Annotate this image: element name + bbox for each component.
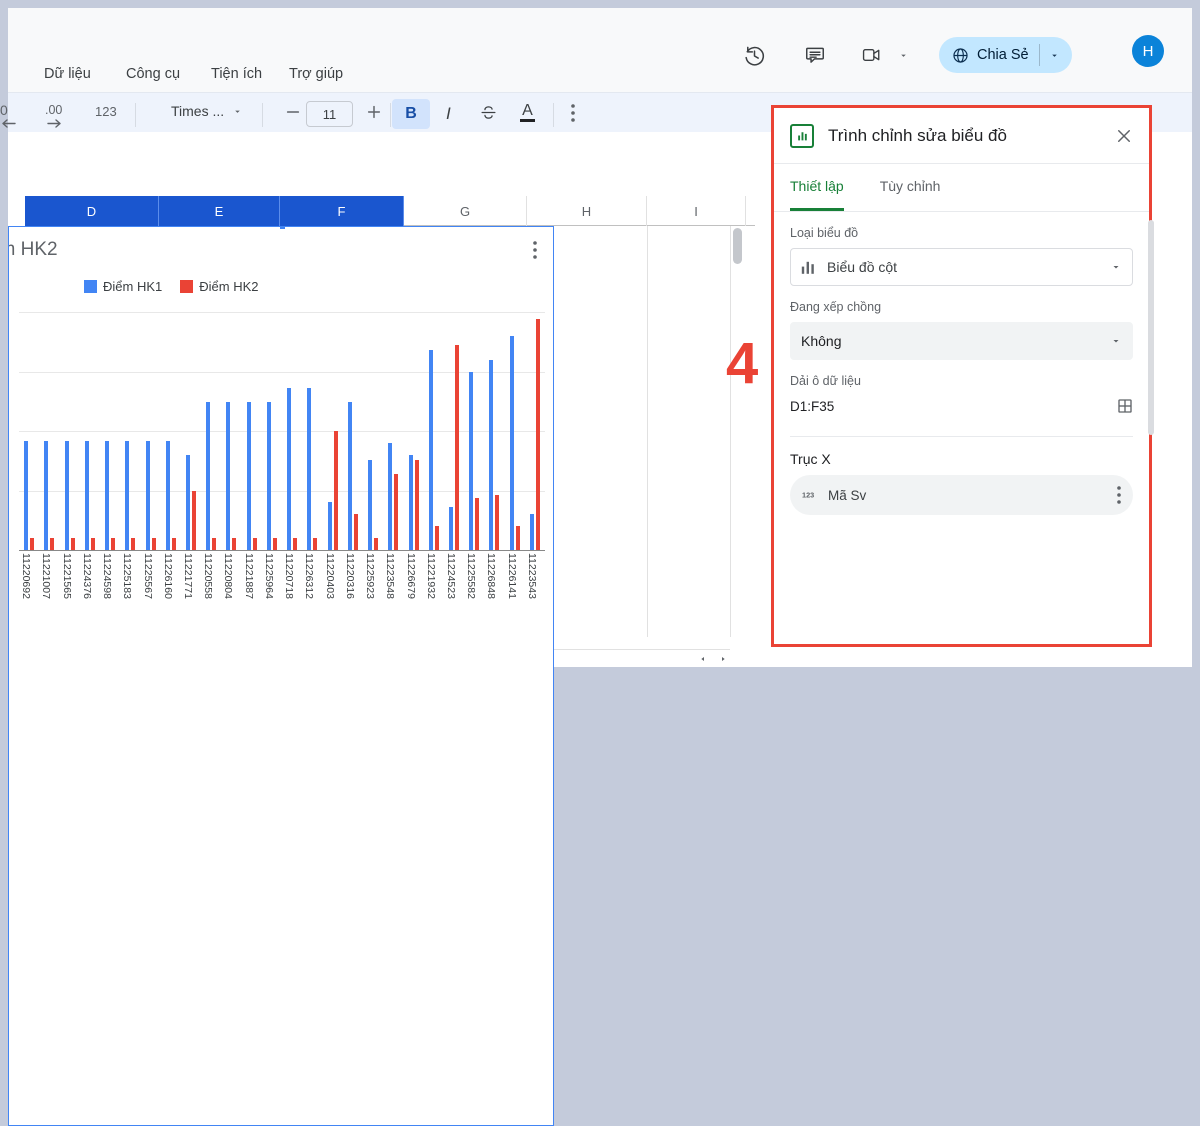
svg-text:123: 123 <box>802 491 814 500</box>
